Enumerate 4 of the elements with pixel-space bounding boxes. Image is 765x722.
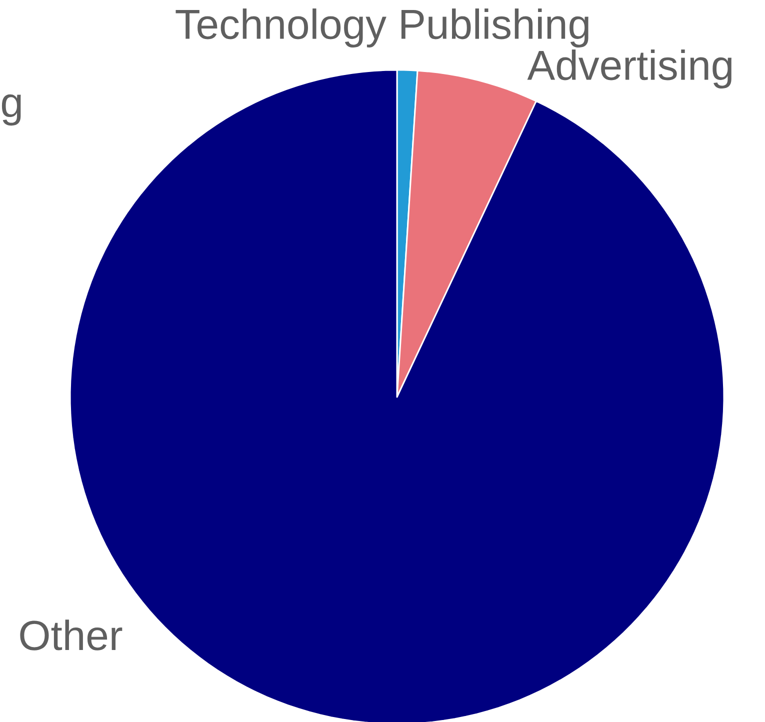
slice-label: Advertising: [527, 49, 732, 88]
slice-label: Technology Publishing: [176, 8, 588, 48]
slice-label: Other: [20, 620, 122, 650]
text: g: [2, 94, 21, 126]
